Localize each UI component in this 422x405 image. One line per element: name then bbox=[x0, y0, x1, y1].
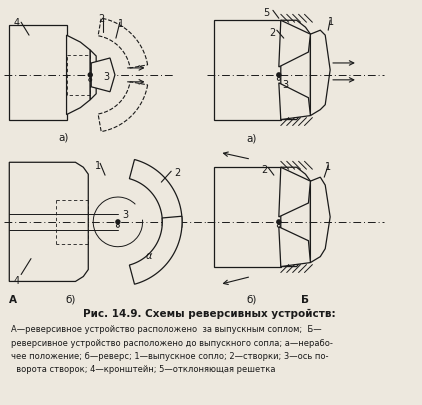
Text: 1: 1 bbox=[328, 17, 334, 27]
Text: 1: 1 bbox=[118, 19, 124, 29]
Text: ворота створок; 4—кронштейн; 5—отклоняющая решетка: ворота створок; 4—кронштейн; 5—отклоняющ… bbox=[11, 364, 276, 373]
Text: 3: 3 bbox=[122, 209, 128, 220]
Text: α: α bbox=[146, 250, 152, 260]
Text: Рис. 14.9. Схемы реверсивных устройств:: Рис. 14.9. Схемы реверсивных устройств: bbox=[84, 309, 336, 319]
Text: 2: 2 bbox=[269, 28, 275, 38]
Polygon shape bbox=[91, 59, 115, 92]
Polygon shape bbox=[67, 36, 90, 115]
Text: реверсивное устройство расположено до выпускного сопла; а—нерабо-: реверсивное устройство расположено до вы… bbox=[11, 338, 333, 347]
Polygon shape bbox=[279, 21, 311, 68]
Circle shape bbox=[116, 220, 120, 224]
Text: а): а) bbox=[59, 132, 69, 142]
Polygon shape bbox=[311, 178, 330, 263]
Text: б): б) bbox=[65, 294, 76, 304]
Text: чее положение; б—реверс; 1—выпускное сопло; 2—створки; 3—ось по-: чее положение; б—реверс; 1—выпускное соп… bbox=[11, 351, 329, 360]
Polygon shape bbox=[98, 19, 148, 69]
Bar bbox=[214, 168, 281, 267]
Text: 4: 4 bbox=[13, 18, 19, 28]
Text: 1: 1 bbox=[95, 161, 101, 171]
Polygon shape bbox=[279, 83, 311, 120]
Text: 2: 2 bbox=[174, 168, 181, 178]
Text: 3: 3 bbox=[103, 72, 109, 82]
Text: а): а) bbox=[246, 133, 257, 143]
Polygon shape bbox=[130, 217, 182, 285]
Polygon shape bbox=[90, 51, 96, 100]
Text: 2: 2 bbox=[261, 165, 267, 175]
Circle shape bbox=[277, 74, 281, 78]
Text: А—реверсивное устройство расположено  за выпускным соплом;  Б—: А—реверсивное устройство расположено за … bbox=[11, 324, 322, 333]
Text: 3: 3 bbox=[283, 80, 289, 90]
Text: 5: 5 bbox=[263, 9, 269, 18]
Polygon shape bbox=[311, 31, 330, 116]
Text: б): б) bbox=[246, 294, 257, 304]
Circle shape bbox=[88, 74, 92, 78]
Polygon shape bbox=[98, 83, 148, 132]
Text: 1: 1 bbox=[325, 162, 331, 172]
Text: 2: 2 bbox=[98, 14, 104, 24]
Bar bbox=[9, 26, 67, 120]
Polygon shape bbox=[9, 163, 88, 282]
Bar bbox=[214, 21, 281, 120]
Polygon shape bbox=[279, 168, 311, 217]
Text: А: А bbox=[9, 294, 17, 305]
Polygon shape bbox=[281, 21, 311, 120]
Polygon shape bbox=[279, 227, 311, 267]
Circle shape bbox=[277, 220, 281, 224]
Polygon shape bbox=[130, 160, 182, 228]
Text: Б: Б bbox=[300, 294, 308, 305]
Polygon shape bbox=[281, 168, 311, 267]
Text: 4: 4 bbox=[13, 275, 19, 285]
